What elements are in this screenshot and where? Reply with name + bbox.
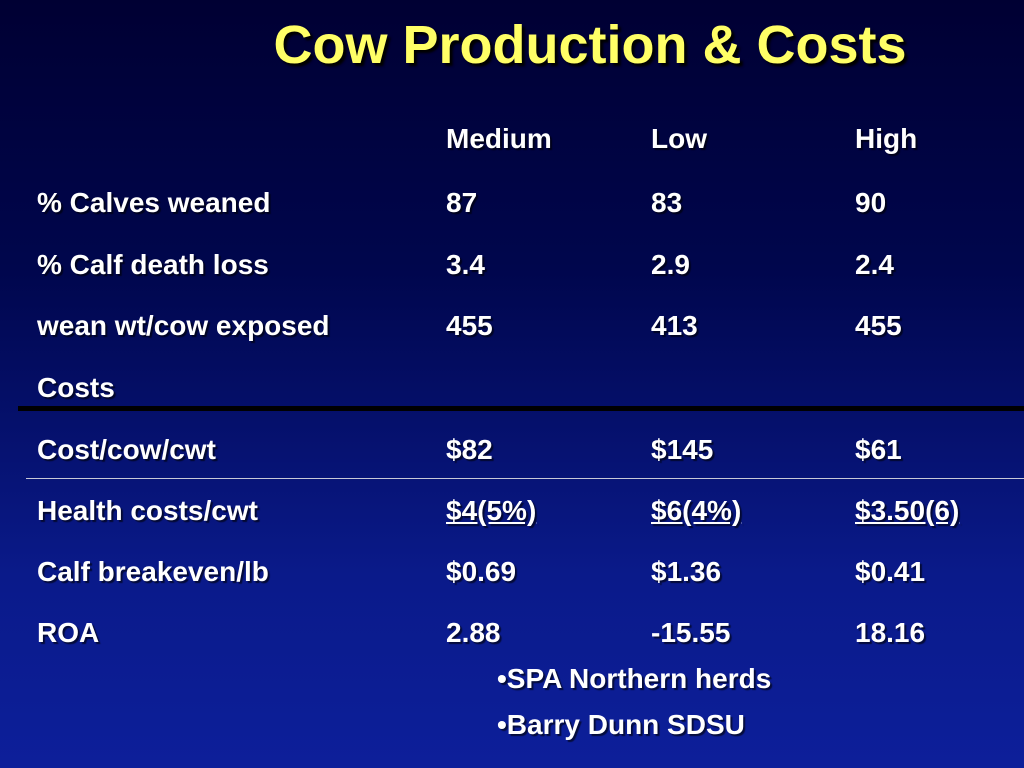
- table-cell: $0.41: [855, 556, 926, 587]
- table-cell: 83: [651, 187, 683, 218]
- row-label-calf-breakeven: Calf breakeven/lb: [37, 556, 269, 587]
- table-cell: 87: [446, 187, 478, 218]
- table-cell: 455: [855, 310, 902, 341]
- table-cell: -15.55: [651, 617, 731, 648]
- row-label-roa: ROA: [37, 617, 100, 648]
- row-divider-thin: [26, 478, 1024, 479]
- table-cell: $0.69: [446, 556, 517, 587]
- table-cell: 413: [651, 310, 698, 341]
- column-header-medium: Medium: [446, 123, 552, 154]
- source-note-spa: •SPA Northern herds: [497, 663, 772, 694]
- table-cell: 455: [446, 310, 493, 341]
- table-cell: $6(4%): [651, 495, 742, 526]
- table-cell: $1.36: [651, 556, 722, 587]
- table-cell: 2.4: [855, 249, 894, 280]
- row-label-health-costs: Health costs/cwt: [37, 495, 258, 526]
- row-label-costs: Costs: [37, 372, 115, 403]
- table-cell: 2.9: [651, 249, 690, 280]
- row-label-calf-death-loss: % Calf death loss: [37, 249, 269, 280]
- source-note-author: •Barry Dunn SDSU: [497, 709, 745, 740]
- table-cell: $82: [446, 434, 493, 465]
- table-cell: 3.4: [446, 249, 485, 280]
- table-cell: $61: [855, 434, 902, 465]
- table-cell: 2.88: [446, 617, 501, 648]
- table-cell: $4(5%): [446, 495, 537, 526]
- row-label-calves-weaned: % Calves weaned: [37, 187, 271, 218]
- row-label-cost-cow-cwt: Cost/cow/cwt: [37, 434, 216, 465]
- column-header-low: Low: [651, 123, 707, 154]
- table-cell: $3.50(6): [855, 495, 960, 526]
- slide-title: Cow Production & Costs: [273, 15, 907, 75]
- column-header-high: High: [855, 123, 918, 154]
- row-label-wean-wt: wean wt/cow exposed: [37, 310, 330, 341]
- table-cell: $145: [651, 434, 714, 465]
- table-cell: 18.16: [855, 617, 926, 648]
- table-cell: 90: [855, 187, 887, 218]
- section-divider-thick: [18, 406, 1024, 411]
